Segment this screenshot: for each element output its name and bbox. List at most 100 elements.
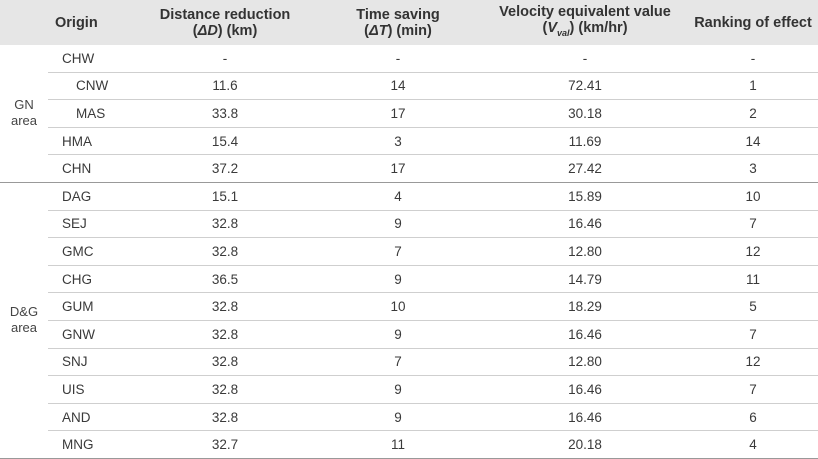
distance-cell: 15.1 <box>136 182 315 211</box>
ranking-cell: 1 <box>688 72 818 101</box>
velocity-cell: 12.80 <box>482 237 689 266</box>
ranking-cell: 4 <box>688 430 818 459</box>
ranking-cell: 3 <box>688 154 818 183</box>
distance-cell: - <box>136 45 315 73</box>
table-row: CHN 37.2 17 27.42 3 <box>0 154 818 183</box>
time-cell: 4 <box>314 182 483 211</box>
header-velocity-sub: val <box>557 27 570 38</box>
origin-cell: AND <box>48 403 137 432</box>
header-distance-unit-post: ) (km) <box>217 22 258 39</box>
ranking-cell: 10 <box>688 182 818 211</box>
area-label: GN area <box>0 45 48 183</box>
origin-cell: SNJ <box>48 348 137 377</box>
header-time-unit-post: ) (min) <box>387 22 432 39</box>
header-distance: Distance reduction (ΔD) (km) <box>136 0 314 45</box>
time-cell: 11 <box>314 430 483 459</box>
velocity-cell: 12.80 <box>482 348 689 377</box>
time-cell: 9 <box>314 403 483 432</box>
origin-cell: CHG <box>48 265 137 294</box>
table-row: SEJ 32.8 9 16.46 7 <box>0 210 818 239</box>
velocity-cell: 16.46 <box>482 403 689 432</box>
ranking-cell: 14 <box>688 127 818 156</box>
header-row: Origin Distance reduction (ΔD) (km) Time… <box>0 0 818 45</box>
header-velocity: Velocity equivalent value (Vval) (km/hr) <box>482 0 688 45</box>
origin-cell: CNW <box>48 72 137 101</box>
table-body: GN area CHW - - - - CNW 11.6 14 72.41 1 MAS 33.8 17 30.… <box>0 45 818 459</box>
origin-cell: SEJ <box>48 210 137 239</box>
table-row: MNG 32.7 11 20.18 4 <box>0 430 818 459</box>
table-row: CHG 36.5 9 14.79 11 <box>0 265 818 294</box>
table-row: MAS 33.8 17 30.18 2 <box>0 99 818 128</box>
distance-cell: 32.8 <box>136 375 315 404</box>
time-cell: 14 <box>314 72 483 101</box>
velocity-cell: 72.41 <box>482 72 689 101</box>
distance-cell: 32.8 <box>136 403 315 432</box>
time-cell: 9 <box>314 375 483 404</box>
distance-cell: 32.8 <box>136 320 315 349</box>
ranking-cell: 12 <box>688 348 818 377</box>
velocity-cell: 11.69 <box>482 127 689 156</box>
time-cell: 7 <box>314 348 483 377</box>
ranking-cell: 7 <box>688 320 818 349</box>
area-label: D&G area <box>0 182 48 459</box>
velocity-cell: 14.79 <box>482 265 689 294</box>
distance-cell: 33.8 <box>136 99 315 128</box>
table-row: HMA 15.4 3 11.69 14 <box>0 127 818 156</box>
origin-cell: GNW <box>48 320 137 349</box>
distance-cell: 32.8 <box>136 210 315 239</box>
ranking-cell: - <box>688 45 818 73</box>
velocity-cell: - <box>482 45 689 73</box>
time-cell: - <box>314 45 483 73</box>
time-cell: 9 <box>314 265 483 294</box>
header-time-symbol: ΔT <box>368 22 388 39</box>
header-time: Time saving (ΔT) (min) <box>314 0 482 45</box>
table-row: AND 32.8 9 16.46 6 <box>0 403 818 432</box>
header-velocity-label: Velocity equivalent value <box>499 4 671 21</box>
header-ranking: Ranking of effect <box>694 14 812 31</box>
header-time-unit-pre: ( <box>364 22 369 39</box>
distance-cell: 36.5 <box>136 265 315 294</box>
velocity-cell: 30.18 <box>482 99 689 128</box>
velocity-cell: 15.89 <box>482 182 689 211</box>
distance-cell: 32.8 <box>136 237 315 266</box>
time-cell: 3 <box>314 127 483 156</box>
time-cell: 10 <box>314 292 483 321</box>
ranking-cell: 12 <box>688 237 818 266</box>
time-cell: 9 <box>314 210 483 239</box>
origin-cell: UIS <box>48 375 137 404</box>
velocity-cell: 16.46 <box>482 210 689 239</box>
distance-cell: 32.8 <box>136 292 315 321</box>
origin-cell: DAG <box>48 182 137 211</box>
ranking-cell: 6 <box>688 403 818 432</box>
header-distance-label: Distance reduction <box>159 6 291 23</box>
header-velocity-unit-post: ) (km/hr) <box>569 20 628 37</box>
velocity-cell: 27.42 <box>482 154 689 183</box>
header-distance-unit-pre: ( <box>192 22 198 39</box>
table-row: GN area CHW - - - - <box>0 45 818 183</box>
ranking-cell: 7 <box>688 375 818 404</box>
distance-cell: 32.7 <box>136 430 315 459</box>
table-row: D&G area DAG 15.1 4 15.89 10 <box>0 182 818 459</box>
time-cell: 9 <box>314 320 483 349</box>
header-time-label: Time saving <box>356 6 440 23</box>
distance-cell: 37.2 <box>136 154 315 183</box>
table-row: SNJ 32.8 7 12.80 12 <box>0 348 818 377</box>
time-cell: 17 <box>314 99 483 128</box>
distance-cell: 11.6 <box>136 72 315 101</box>
ranking-cell: 2 <box>688 99 818 128</box>
ranking-cell: 5 <box>688 292 818 321</box>
velocity-cell: 20.18 <box>482 430 689 459</box>
origin-cell: GMC <box>48 237 137 266</box>
header-velocity-unit-pre: ( <box>542 20 548 37</box>
header-distance-symbol: ΔD <box>197 22 218 39</box>
header-origin: Origin <box>55 14 98 31</box>
table-row: GUM 32.8 10 18.29 5 <box>0 292 818 321</box>
table-row: GNW 32.8 9 16.46 7 <box>0 320 818 349</box>
velocity-cell: 16.46 <box>482 375 689 404</box>
origin-cell: MAS <box>48 99 137 128</box>
velocity-cell: 18.29 <box>482 292 689 321</box>
distance-cell: 15.4 <box>136 127 315 156</box>
header-velocity-symbol: V <box>547 20 558 37</box>
table-row: CNW 11.6 14 72.41 1 <box>0 72 818 101</box>
